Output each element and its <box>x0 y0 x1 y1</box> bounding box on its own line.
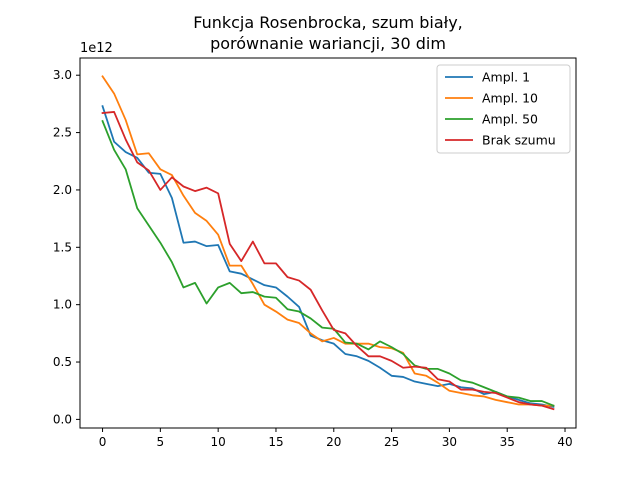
y-tick-label: 1.0 <box>53 298 72 312</box>
x-tick-label: 20 <box>326 435 341 449</box>
x-tick-label: 35 <box>500 435 515 449</box>
x-tick-label: 15 <box>268 435 283 449</box>
series-line-3 <box>101 119 555 407</box>
legend-label-4: Brak szumu <box>482 133 556 148</box>
chart-title-line-1: Funkcja Rosenbrocka, szum biały, <box>193 13 463 32</box>
y-tick-label: 2.5 <box>53 126 72 140</box>
legend-label-1: Ampl. 1 <box>482 70 530 85</box>
x-tick-label: 25 <box>384 435 399 449</box>
y-tick-label: 1.5 <box>53 240 72 254</box>
x-tick-label: 5 <box>157 435 165 449</box>
chart-title-line-2: porównanie wariancji, 30 dim <box>210 34 446 53</box>
plot-area: 0 5 10 15 20 25 30 35 40 0.0 0.5 1.0 1.5 2.0 2.5 3.0 <box>53 57 577 449</box>
y-tick-label: 0.0 <box>53 412 72 426</box>
legend-label-2: Ampl. 10 <box>482 91 538 106</box>
x-tick-label: 10 <box>211 435 226 449</box>
legend-label-3: Ampl. 50 <box>482 112 538 127</box>
x-tick-label: 30 <box>442 435 457 449</box>
x-tick-label: 40 <box>557 435 572 449</box>
y-axis-multiplier: 1e12 <box>80 41 113 56</box>
y-tick-label: 2.0 <box>53 183 72 197</box>
x-tick-label: 0 <box>99 435 107 449</box>
y-tick-label: 3.0 <box>53 68 72 82</box>
series-line-4 <box>101 111 555 411</box>
y-tick-label: 0.5 <box>53 355 72 369</box>
legend-box <box>436 64 571 154</box>
series-line-2 <box>101 75 555 407</box>
legend: Ampl. 1 Ampl. 10 Ampl. 50 Brak szumu <box>436 64 571 154</box>
axes-frame <box>79 57 577 429</box>
